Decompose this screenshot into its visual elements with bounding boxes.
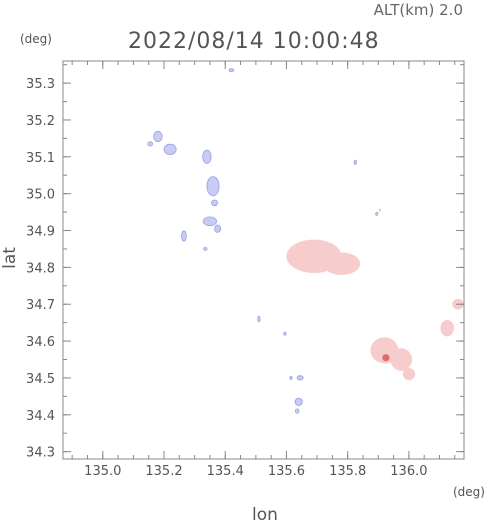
y-unit-label: (deg) <box>20 32 52 46</box>
echo-cell-approaching <box>203 246 208 251</box>
echo-cell-approaching <box>295 408 300 414</box>
x-tick-label: 135.0 <box>84 464 121 479</box>
echo-cell-approaching <box>181 230 187 242</box>
echo-cell-approaching <box>210 199 218 207</box>
x-tick-label: 135.2 <box>145 464 182 479</box>
echo-cell-receding_strong <box>381 353 390 362</box>
y-tick-label: 35.2 <box>26 114 55 129</box>
echo-cell-approaching <box>296 375 304 381</box>
echo-cell-approaching <box>202 149 212 164</box>
echo-cell-receding <box>322 252 361 276</box>
datetime-label: 2022/08/14 10:00:48 <box>128 29 380 54</box>
echo-cell-approaching <box>206 176 220 197</box>
echo-cell-approaching <box>147 141 154 147</box>
echo-cell-receding <box>390 348 413 371</box>
x-tick-label: 136.0 <box>390 464 427 479</box>
echo-cell-approaching <box>294 397 303 406</box>
y-tick-label: 34.9 <box>26 225 55 240</box>
y-tick-label: 34.4 <box>26 409 55 424</box>
echo-cell-approaching <box>163 143 177 155</box>
echo-cell-approaching <box>228 68 235 73</box>
y-tick-label: 35.3 <box>26 77 55 92</box>
y-tick-label: 34.3 <box>26 446 55 461</box>
echo-cell-approaching <box>375 211 379 216</box>
x-unit-label: (deg) <box>453 485 485 499</box>
x-tick-label: 135.8 <box>329 464 366 479</box>
echo-cell-approaching <box>257 315 261 323</box>
x-axis-title: lon <box>252 505 278 521</box>
y-tick-label: 35.0 <box>26 188 55 203</box>
echo-layer <box>147 68 464 414</box>
echo-cell-receding <box>378 208 382 213</box>
echo-cell-approaching <box>202 216 217 227</box>
y-tick-label: 34.8 <box>26 261 55 276</box>
tick-layer: 135.0 135.2 135.4 135.6 135.8 136.0 34.3 34.4 34… <box>26 61 464 479</box>
x-tick-label: 135.6 <box>268 464 305 479</box>
y-axis-title: lat <box>0 247 20 269</box>
y-tick-label: 34.6 <box>26 335 55 350</box>
y-tick-label: 34.5 <box>26 372 55 387</box>
plot-frame <box>62 60 465 460</box>
echo-cell-approaching <box>283 331 287 336</box>
echo-cell-approaching <box>353 159 357 165</box>
altitude-label: ALT(km) 2.0 <box>374 1 463 19</box>
x-tick-label: 135.4 <box>207 464 244 479</box>
echo-cell-approaching <box>153 130 163 143</box>
echo-cell-receding <box>440 319 455 337</box>
echo-cell-approaching <box>289 375 293 380</box>
echo-cell-receding <box>402 368 416 381</box>
echo-cell-approaching <box>214 224 222 233</box>
y-tick-label: 34.7 <box>26 298 55 313</box>
y-tick-label: 35.1 <box>26 151 55 166</box>
